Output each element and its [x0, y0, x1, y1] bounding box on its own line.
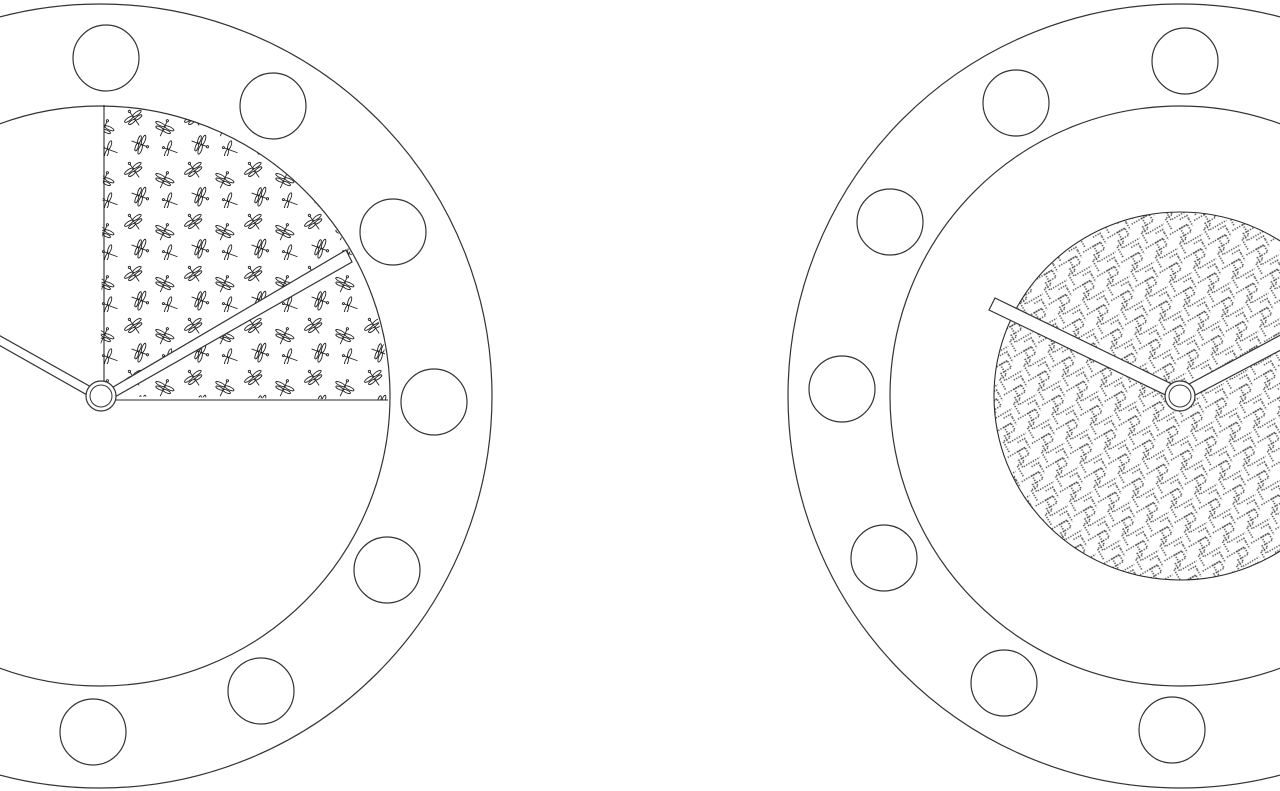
right-clock-marker: [982, 69, 1050, 137]
right-clock-marker: [1151, 27, 1219, 95]
right-clock: [787, 3, 1280, 789]
right-clock-outer-rim: [787, 3, 1280, 789]
right-clock-marker: [850, 524, 918, 592]
left-clock-marker: [227, 657, 295, 725]
right-clock-marker: [970, 649, 1038, 717]
right-clock-marker: [808, 355, 876, 423]
right-clock-sayagata-face: [993, 211, 1280, 581]
left-clock-marker: [59, 698, 127, 766]
left-clock-dragonfly-sector: [100, 105, 389, 401]
left-clock-marker: [353, 536, 421, 604]
left-clock-outer-rim: [0, 3, 493, 789]
left-clock-hour-hand: [0, 335, 101, 401]
left-clock-marker: [359, 198, 427, 266]
left-clock-dial-ring: [0, 105, 391, 687]
left-clock-marker: [72, 24, 140, 92]
right-clock-dial-ring: [889, 105, 1280, 687]
left-clock-marker: [400, 368, 468, 436]
right-clock-marker: [1138, 696, 1206, 764]
left-clock-marker: [239, 72, 307, 140]
right-clock-hands: [988, 297, 1280, 412]
left-clock-hands: [0, 249, 353, 412]
right-clock-marker: [856, 188, 924, 256]
left-clock: [0, 3, 493, 789]
